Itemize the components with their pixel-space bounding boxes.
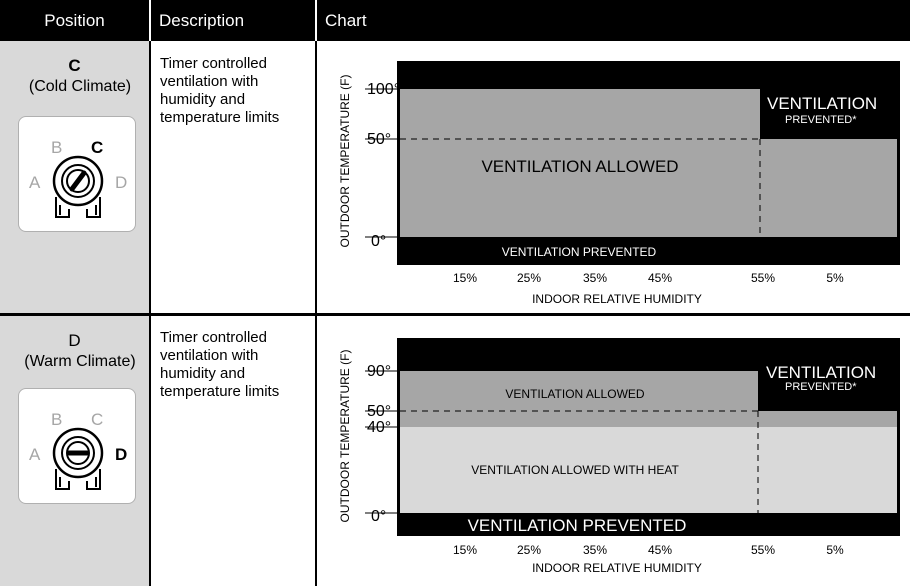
region-label-allowed: VENTILATION ALLOWED (481, 157, 678, 176)
x-tick-label: 35% (583, 271, 607, 285)
y-tick-label: 100° (367, 81, 400, 98)
row-divider (0, 313, 910, 316)
position-letter: C (68, 56, 81, 75)
x-tick-label: 25% (517, 543, 541, 557)
knob-label-a: A (29, 173, 41, 192)
column-divider (149, 41, 151, 586)
region-ventilation-allowed (400, 89, 760, 237)
region-ventilation-allowed-with-heat (400, 427, 897, 513)
x-tick-label: 25% (517, 271, 541, 285)
y-tick-label: 50° (367, 131, 391, 148)
region-label-prevented: VENTILATION (767, 94, 877, 113)
x-axis-label: INDOOR RELATIVE HUMIDITY (532, 561, 702, 575)
x-tick-label: 35% (583, 543, 607, 557)
region-label-bottom-prevented: VENTILATION PREVENTED (468, 516, 687, 535)
knob-label-d: D (115, 445, 127, 464)
y-tick-label: 0° (371, 508, 386, 525)
y-axis-label: OUTDOOR TEMPERATURE (F) (338, 75, 352, 248)
x-tick-label: 15% (453, 543, 477, 557)
knob-label-b: B (51, 410, 62, 429)
region-ventilation-allowed-narrow (758, 411, 897, 427)
y-tick-label: 90° (367, 363, 391, 380)
region-ventilation-allowed (400, 371, 758, 427)
description-text: Timer controlled ventilation with humidi… (160, 329, 280, 400)
position-climate: (Warm Climate) (24, 353, 136, 370)
position-letter: D (68, 331, 81, 350)
region-label-bottom-prevented: VENTILATION PREVENTED (502, 245, 657, 259)
knob-label-c: C (91, 138, 103, 157)
region-ventilation-allowed-high-humidity (760, 139, 897, 237)
knob-label-c: C (91, 410, 103, 429)
column-divider (315, 41, 317, 586)
selector-knob-icon: B C A D (29, 410, 127, 490)
x-tick-label: 45% (648, 543, 672, 557)
x-tick-label: 45% (648, 271, 672, 285)
y-tick-label: 50° (367, 403, 391, 420)
x-axis-label: INDOOR RELATIVE HUMIDITY (532, 292, 702, 306)
region-sublabel-prevented: PREVENTED* (785, 114, 857, 126)
header-divider (149, 0, 151, 41)
chart-d: VENTILATION PREVENTED* VENTILATION ALLOW… (338, 338, 900, 575)
region-label-allowed: VENTILATION ALLOWED (505, 387, 644, 401)
header-divider (315, 0, 317, 41)
x-tick-label: 5% (826, 271, 844, 285)
knob-diagram-c: B C A D (18, 116, 136, 232)
y-tick-label: 0° (371, 233, 386, 250)
position-climate: (Cold Climate) (28, 78, 132, 95)
knob-label-a: A (29, 445, 41, 464)
region-sublabel-prevented: PREVENTED* (785, 381, 857, 393)
x-tick-label: 15% (453, 271, 477, 285)
x-ticks: 15% 25% 35% 45% 55% 5% (453, 271, 844, 285)
x-tick-label: 55% (751, 543, 775, 557)
region-label-prevented: VENTILATION (766, 363, 876, 382)
x-tick-label: 55% (751, 271, 775, 285)
knob-label-b: B (51, 138, 62, 157)
x-ticks: 15% 25% 35% 45% 55% 5% (453, 543, 844, 557)
knob-diagram-d: B C A D (18, 388, 136, 504)
selector-knob-icon: B C A D (29, 138, 127, 218)
chart-c: VENTILATION PREVENTED* VENTILATION ALLOW… (338, 61, 900, 306)
y-axis-label: OUTDOOR TEMPERATURE (F) (338, 350, 352, 523)
knob-label-d: D (115, 173, 127, 192)
y-tick-label: 40° (367, 419, 391, 436)
header-description: Description (151, 0, 315, 41)
region-label-allowed-with-heat: VENTILATION ALLOWED WITH HEAT (471, 463, 679, 477)
x-tick-label: 5% (826, 543, 844, 557)
header-position: Position (0, 0, 149, 41)
description-text: Timer controlled ventilation with humidi… (160, 55, 280, 126)
header-chart: Chart (317, 0, 910, 41)
